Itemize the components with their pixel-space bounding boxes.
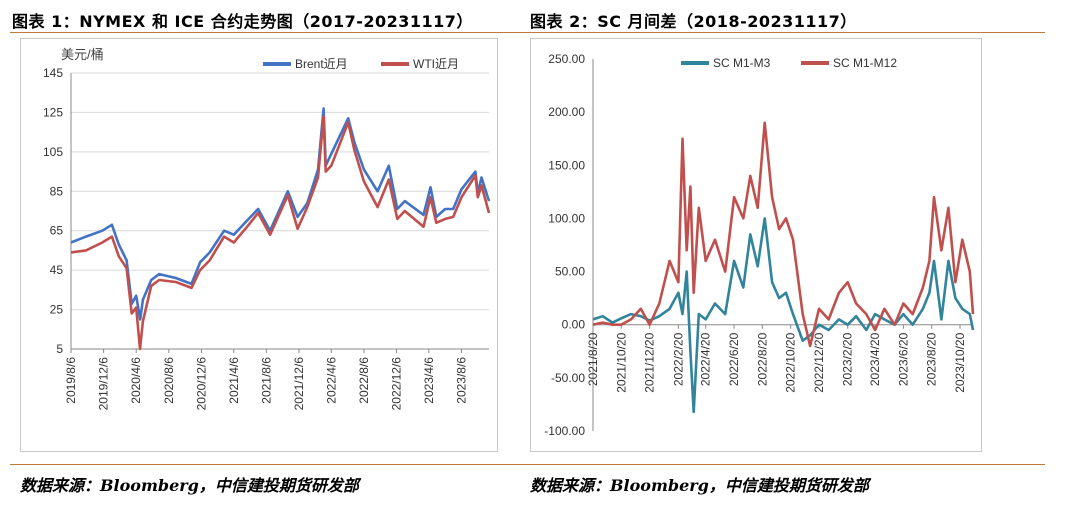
x-tick-label: 2020/8/6 <box>162 357 176 404</box>
series-line-0 <box>592 217 975 414</box>
series-line-1 <box>70 115 491 351</box>
x-tick-label: 2023/4/20 <box>868 332 882 386</box>
y-tick-label: -50.00 <box>551 371 585 385</box>
legend-label-1: WTI近月 <box>413 57 459 71</box>
y-tick-label: 5 <box>56 342 63 356</box>
chart1-caption: 图表 1：NYMEX 和 ICE 合约走势图（2017-20231117） <box>12 12 473 31</box>
y-tick-label: -100.00 <box>544 424 585 438</box>
y-tick-label: 0.00 <box>562 318 586 332</box>
x-tick-label: 2023/6/20 <box>896 332 910 386</box>
legend-label-1: SC M1-M12 <box>833 56 897 70</box>
y-tick-label: 250.00 <box>548 52 585 66</box>
x-tick-label: 2022/10/20 <box>784 332 798 392</box>
x-tick-label: 2022/8/6 <box>357 357 371 404</box>
x-tick-label: 2021/8/20 <box>586 332 600 386</box>
x-tick-label: 2022/2/20 <box>671 332 685 386</box>
y-tick-label: 100.00 <box>548 211 585 225</box>
legend-label-0: Brent近月 <box>295 57 348 71</box>
y-tick-label: 125 <box>43 105 63 119</box>
x-tick-label: 2023/4/6 <box>422 357 436 404</box>
x-tick-label: 2019/12/6 <box>97 357 111 411</box>
x-tick-label: 2021/12/6 <box>292 357 306 411</box>
x-tick-label: 2023/8/6 <box>454 357 468 404</box>
y-tick-label: 45 <box>50 263 64 277</box>
y-axis-title: 美元/桶 <box>61 47 104 62</box>
y-tick-label: 25 <box>50 303 64 317</box>
bottom-rule <box>10 464 1045 465</box>
chart1-frame: 5 25 45 65 85 105 125 145 2019/8/6 2019/12/6 2020/… <box>20 38 498 452</box>
y-tick-label: 150.00 <box>548 158 585 172</box>
chart2-svg: -100.00 -50.00 0.00 50.00 100.00 150.00 200.00… <box>544 52 975 438</box>
chart1-svg: 5 25 45 65 85 105 125 145 2019/8/6 2019/12/6 2020/… <box>43 47 491 411</box>
chart2-caption: 图表 2：SC 月间差（2018-20231117） <box>530 12 857 31</box>
y-tick-label: 145 <box>43 66 63 80</box>
x-tick-label: 2020/12/6 <box>194 357 208 411</box>
x-tick-label: 2022/4/20 <box>699 332 713 386</box>
x-tick-label: 2022/4/6 <box>324 357 338 404</box>
chart1-source: 数据来源：Bloomberg，中信建投期货研发部 <box>20 476 359 495</box>
x-tick-label: 2023/2/20 <box>841 332 855 386</box>
x-tick-label: 2021/10/20 <box>614 332 628 392</box>
x-tick-label: 2020/4/6 <box>129 357 143 404</box>
y-tick-label: 200.00 <box>548 105 585 119</box>
x-tick-label: 2021/8/6 <box>259 357 273 404</box>
top-rule <box>10 32 1045 33</box>
x-tick-label: 2019/8/6 <box>64 357 78 404</box>
x-tick-label: 2021/4/6 <box>227 357 241 404</box>
legend-label-0: SC M1-M3 <box>713 56 771 70</box>
x-tick-label: 2023/10/20 <box>953 332 967 392</box>
x-tick-label: 2022/12/6 <box>390 357 404 411</box>
x-tick-label: 2022/8/20 <box>755 332 769 386</box>
series-line-0 <box>70 107 491 321</box>
x-tick-label: 2023/8/20 <box>925 332 939 386</box>
series-line-1 <box>592 121 975 348</box>
y-tick-label: 85 <box>50 184 64 198</box>
y-tick-label: 65 <box>50 224 64 238</box>
x-tick-label: 2022/6/20 <box>727 332 741 386</box>
y-tick-label: 105 <box>43 145 63 159</box>
chart2-source: 数据来源：Bloomberg，中信建投期货研发部 <box>530 476 869 495</box>
chart2-frame: -100.00 -50.00 0.00 50.00 100.00 150.00 200.00… <box>530 38 982 452</box>
y-tick-label: 50.00 <box>555 265 585 279</box>
x-tick-label: 2021/12/20 <box>643 332 657 392</box>
x-tick-label: 2022/12/20 <box>812 332 826 392</box>
